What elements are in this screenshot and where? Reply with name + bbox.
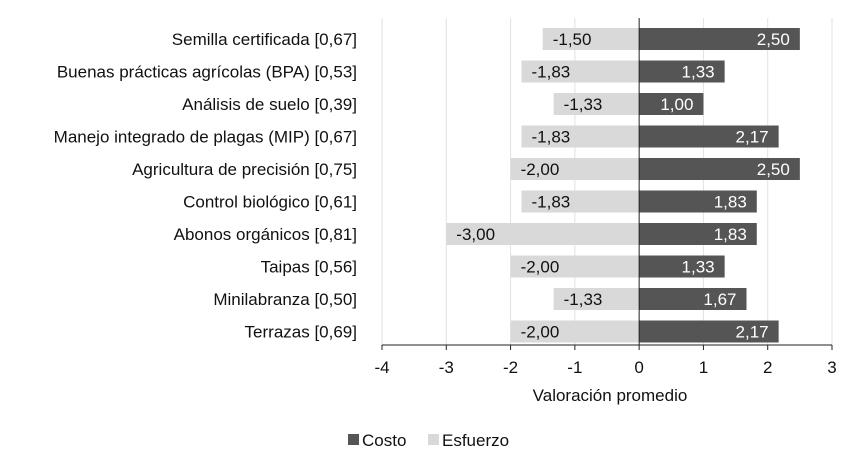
- bar-costo: [639, 190, 757, 213]
- bar-costo: [639, 28, 800, 50]
- category-label: Minilabranza [0,50]: [213, 290, 357, 309]
- value-label-costo: 2,17: [736, 323, 769, 342]
- bar-costo: [639, 125, 779, 148]
- bar-esfuerzo: [510, 255, 640, 278]
- x-tick-label: -3: [439, 358, 454, 377]
- value-label-costo: 2,17: [736, 128, 769, 147]
- value-label-costo: 1,33: [682, 63, 715, 82]
- bar-costo: [639, 320, 779, 343]
- legend-label: Costo: [362, 431, 406, 450]
- category-labels: Semilla certificada [0,67] Buenas práctic…: [54, 30, 357, 342]
- bar-esfuerzo: [510, 158, 640, 180]
- value-label-esfuerzo: -1,83: [532, 63, 571, 82]
- bar-costo: [639, 60, 725, 83]
- value-label-costo: 1,83: [714, 225, 747, 244]
- x-tick-label: -2: [503, 358, 518, 377]
- category-label: Semilla certificada [0,67]: [172, 30, 357, 49]
- bar-esfuerzo: [553, 288, 640, 310]
- category-label: Manejo integrado de plagas (MIP) [0,67]: [54, 128, 357, 147]
- bar-costo: [639, 93, 704, 115]
- legend-label: Esfuerzo: [442, 431, 509, 450]
- bar-esfuerzo: [542, 28, 640, 50]
- bar-costo: [639, 223, 757, 245]
- value-label-costo: 1,33: [682, 258, 715, 277]
- bar-esfuerzo: [446, 223, 640, 245]
- value-label-costo: 1,83: [714, 193, 747, 212]
- value-label-esfuerzo: -1,33: [564, 95, 603, 114]
- category-label: Taipas [0,56]: [261, 258, 357, 277]
- x-tick-label: 2: [763, 358, 772, 377]
- category-label: Análisis de suelo [0,39]: [182, 95, 357, 114]
- value-label-esfuerzo: -3,00: [456, 225, 495, 244]
- category-label: Abonos orgánicos [0,81]: [174, 225, 357, 244]
- legend-swatch: [428, 434, 439, 445]
- value-label-esfuerzo: -2,00: [521, 323, 560, 342]
- bar-costo: [639, 158, 800, 180]
- value-label-esfuerzo: -1,50: [553, 30, 592, 49]
- category-label: Terrazas [0,69]: [245, 323, 357, 342]
- bars: [446, 28, 800, 343]
- value-label-esfuerzo: -1,83: [532, 128, 571, 147]
- value-label-esfuerzo: -2,00: [521, 160, 560, 179]
- bar-esfuerzo: [553, 93, 640, 115]
- category-label: Agricultura de precisión [0,75]: [132, 160, 357, 179]
- bar-esfuerzo: [521, 60, 640, 83]
- bar-costo: [639, 255, 725, 278]
- x-axis-title: Valoración promedio: [533, 386, 688, 405]
- value-label-costo: 1,67: [703, 290, 736, 309]
- value-label-costo: 2,50: [757, 30, 790, 49]
- x-axis: -4 -3 -2 -1 0 1 2 3: [374, 18, 837, 377]
- value-label-costo: 2,50: [757, 160, 790, 179]
- value-labels: -1,50 2,50 -1,83 1,33 -1,33 1,00 -1,83 2,17 -2,0…: [456, 30, 790, 342]
- x-tick-label: -4: [374, 358, 389, 377]
- x-tick-label: 0: [634, 358, 643, 377]
- category-label: Buenas prácticas agrícolas (BPA) [0,53]: [57, 63, 357, 82]
- value-label-esfuerzo: -1,83: [532, 193, 571, 212]
- bar-esfuerzo: [510, 320, 640, 343]
- bar-costo: [639, 288, 747, 310]
- x-tick-label: 3: [827, 358, 836, 377]
- x-tick-label: 1: [699, 358, 708, 377]
- legend: Costo Esfuerzo: [348, 431, 509, 450]
- bar-esfuerzo: [521, 125, 640, 148]
- legend-swatch: [348, 434, 359, 445]
- value-label-esfuerzo: -1,33: [564, 290, 603, 309]
- bar-esfuerzo: [521, 190, 640, 213]
- value-label-esfuerzo: -2,00: [521, 258, 560, 277]
- category-label: Control biológico [0,61]: [183, 193, 357, 212]
- value-label-costo: 1,00: [660, 95, 693, 114]
- x-tick-label: -1: [567, 358, 582, 377]
